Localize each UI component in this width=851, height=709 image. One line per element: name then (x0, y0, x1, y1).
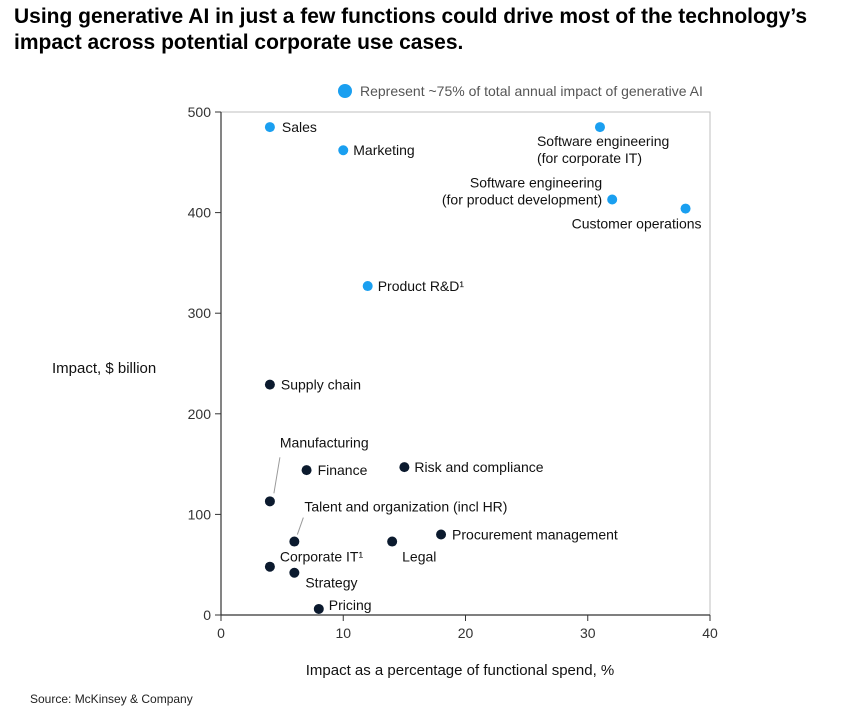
point-legal (387, 536, 398, 547)
point-talent-and-organization-incl-hr (289, 536, 300, 547)
label-customer-operations: Customer operations (572, 216, 702, 232)
label-pricing: Pricing (329, 597, 372, 613)
point-pricing (313, 603, 324, 614)
x-tick-label: 30 (580, 625, 596, 641)
chart-title: Using generative AI in just a few functi… (14, 5, 808, 54)
leader-line-talent-and-organization-incl-hr (296, 517, 304, 535)
label-product-r-d: Product R&D¹ (378, 278, 465, 294)
legend-label: Represent ~75% of total annual impact of… (360, 83, 703, 99)
x-axis-label: Impact as a percentage of functional spe… (306, 662, 615, 679)
legend: Represent ~75% of total annual impact of… (338, 83, 703, 99)
label-software-engineering-for-corporate-it: Software engineering (537, 133, 669, 149)
label-software-engineering-for-product-development: Software engineering (470, 175, 602, 191)
point-finance (301, 465, 312, 476)
point-corporate-it (264, 561, 275, 572)
x-tick-label: 20 (458, 625, 474, 641)
point-supply-chain (264, 379, 275, 390)
label-corporate-it: Corporate IT¹ (280, 549, 364, 565)
label-software-engineering-for-product-development: (for product development) (442, 192, 602, 208)
y-tick-label: 100 (188, 506, 212, 522)
y-axis-label: Impact, $ billion (52, 360, 156, 377)
label-supply-chain: Supply chain (281, 377, 361, 393)
legend-marker (338, 84, 352, 98)
x-tick-label: 10 (335, 625, 351, 641)
point-software-engineering-for-corporate-it (594, 122, 605, 133)
label-talent-and-organization-incl-hr: Talent and organization (incl HR) (304, 499, 507, 515)
point-manufacturing (264, 496, 275, 507)
label-software-engineering-for-corporate-it: (for corporate IT) (537, 150, 642, 166)
label-procurement-management: Procurement management (452, 527, 618, 543)
point-customer-operations (680, 203, 691, 214)
label-marketing: Marketing (353, 142, 414, 158)
point-risk-and-compliance (399, 462, 410, 473)
y-tick-label: 0 (203, 607, 211, 623)
y-tick-label: 400 (188, 205, 212, 221)
point-product-r-d (362, 281, 373, 292)
point-software-engineering-for-product-development (607, 194, 618, 205)
y-tick-label: 200 (188, 406, 212, 422)
leader-lines (273, 457, 304, 535)
label-strategy: Strategy (305, 575, 357, 591)
point-procurement-management (436, 529, 447, 540)
y-tick-label: 300 (188, 305, 212, 321)
label-manufacturing: Manufacturing (280, 434, 369, 450)
x-tick-label: 0 (217, 625, 225, 641)
source-note: Source: McKinsey & Company (30, 692, 193, 706)
label-risk-and-compliance: Risk and compliance (414, 459, 543, 475)
leader-line-manufacturing (273, 457, 281, 494)
point-marketing (338, 145, 349, 156)
x-tick-label: 40 (702, 625, 718, 641)
label-sales: Sales (282, 119, 317, 135)
data-points (264, 122, 691, 614)
point-sales (264, 122, 275, 133)
point-strategy (289, 567, 300, 578)
y-tick-label: 500 (188, 104, 212, 120)
label-finance: Finance (318, 462, 368, 478)
label-legal: Legal (402, 549, 436, 565)
